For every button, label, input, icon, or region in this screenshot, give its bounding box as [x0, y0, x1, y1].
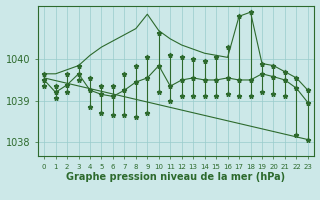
X-axis label: Graphe pression niveau de la mer (hPa): Graphe pression niveau de la mer (hPa) [67, 172, 285, 182]
